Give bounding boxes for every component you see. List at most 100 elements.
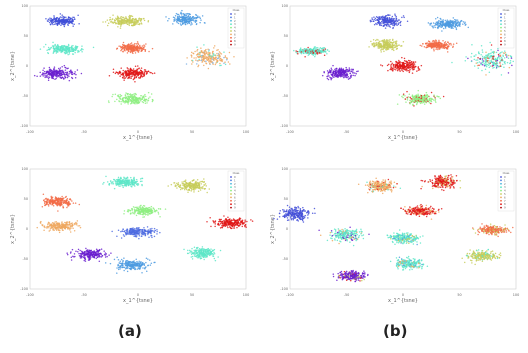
data-point (66, 45, 68, 48)
data-point (482, 61, 484, 64)
data-point (115, 183, 117, 185)
data-point (59, 67, 62, 69)
data-point (51, 69, 53, 72)
data-point (181, 181, 183, 183)
data-point (463, 22, 466, 25)
data-point (133, 181, 136, 184)
data-point (467, 57, 469, 60)
data-point (183, 21, 186, 24)
data-point (192, 61, 194, 63)
data-point (62, 20, 65, 22)
data-point (470, 56, 472, 58)
data-point (170, 183, 173, 186)
data-point (68, 47, 70, 50)
data-point (104, 21, 107, 23)
data-point (109, 16, 111, 19)
data-point (382, 45, 385, 47)
data-point (120, 182, 122, 184)
data-point (434, 100, 436, 102)
data-point (131, 185, 133, 188)
data-point (117, 180, 120, 182)
data-point (64, 19, 67, 21)
data-point (389, 38, 391, 41)
data-point (392, 26, 394, 29)
data-point (111, 181, 114, 183)
data-point (414, 97, 416, 99)
data-point (499, 51, 502, 54)
data-point (402, 70, 404, 73)
data-point (396, 67, 398, 70)
data-point (216, 52, 218, 55)
data-point (307, 52, 310, 54)
data-point (47, 79, 50, 81)
data-point (407, 96, 410, 98)
data-point (202, 187, 204, 190)
data-point (66, 73, 68, 76)
data-point (120, 73, 122, 76)
cluster-6 (33, 64, 83, 82)
data-point (381, 21, 383, 23)
data-point (57, 198, 60, 200)
legend-entry: 0 (234, 12, 236, 16)
data-point (46, 199, 49, 202)
data-point (68, 51, 71, 53)
y-tick-label: 100 (22, 167, 28, 171)
data-point (318, 48, 320, 50)
data-point (125, 178, 127, 181)
data-point (395, 23, 397, 26)
data-point (134, 65, 137, 67)
data-point (389, 46, 391, 49)
data-point (394, 42, 397, 44)
data-point (227, 61, 230, 63)
legend-marker (230, 36, 232, 39)
data-point (127, 103, 129, 105)
data-point (66, 203, 68, 205)
data-point (122, 51, 124, 53)
data-point (185, 186, 187, 188)
data-point (297, 52, 299, 55)
data-point (56, 16, 59, 19)
data-point (62, 206, 64, 209)
data-point (74, 77, 77, 79)
data-point (340, 69, 342, 71)
data-point (147, 99, 150, 102)
data-point (409, 61, 412, 64)
data-point (440, 23, 442, 26)
data-point (121, 182, 124, 184)
data-point (140, 67, 143, 69)
data-point (150, 71, 152, 74)
data-point (383, 19, 385, 22)
data-point (326, 53, 328, 55)
data-point (215, 56, 217, 58)
data-point (48, 21, 51, 24)
data-point (415, 98, 417, 101)
data-point (128, 97, 130, 100)
data-point (126, 179, 129, 182)
legend-entry: 2 (234, 19, 236, 23)
data-point (203, 44, 205, 46)
data-point (201, 54, 203, 57)
data-point (138, 67, 140, 70)
data-point (480, 53, 482, 56)
data-point (119, 17, 121, 20)
data-point (490, 60, 492, 63)
data-point (502, 60, 504, 62)
data-point (219, 55, 221, 58)
data-point (479, 58, 481, 61)
data-point (347, 70, 350, 73)
data-point (473, 55, 476, 57)
data-point (201, 61, 203, 63)
data-point (172, 16, 175, 18)
data-point (126, 73, 129, 76)
data-point (199, 189, 202, 191)
data-point (126, 19, 128, 22)
data-point (165, 16, 167, 18)
data-point (49, 203, 52, 205)
y-tick-label: -50 (22, 94, 28, 98)
data-point (405, 62, 407, 65)
data-point (195, 184, 197, 187)
data-point (216, 60, 219, 62)
data-point (66, 19, 68, 22)
data-point (473, 65, 476, 67)
data-point (197, 52, 199, 55)
